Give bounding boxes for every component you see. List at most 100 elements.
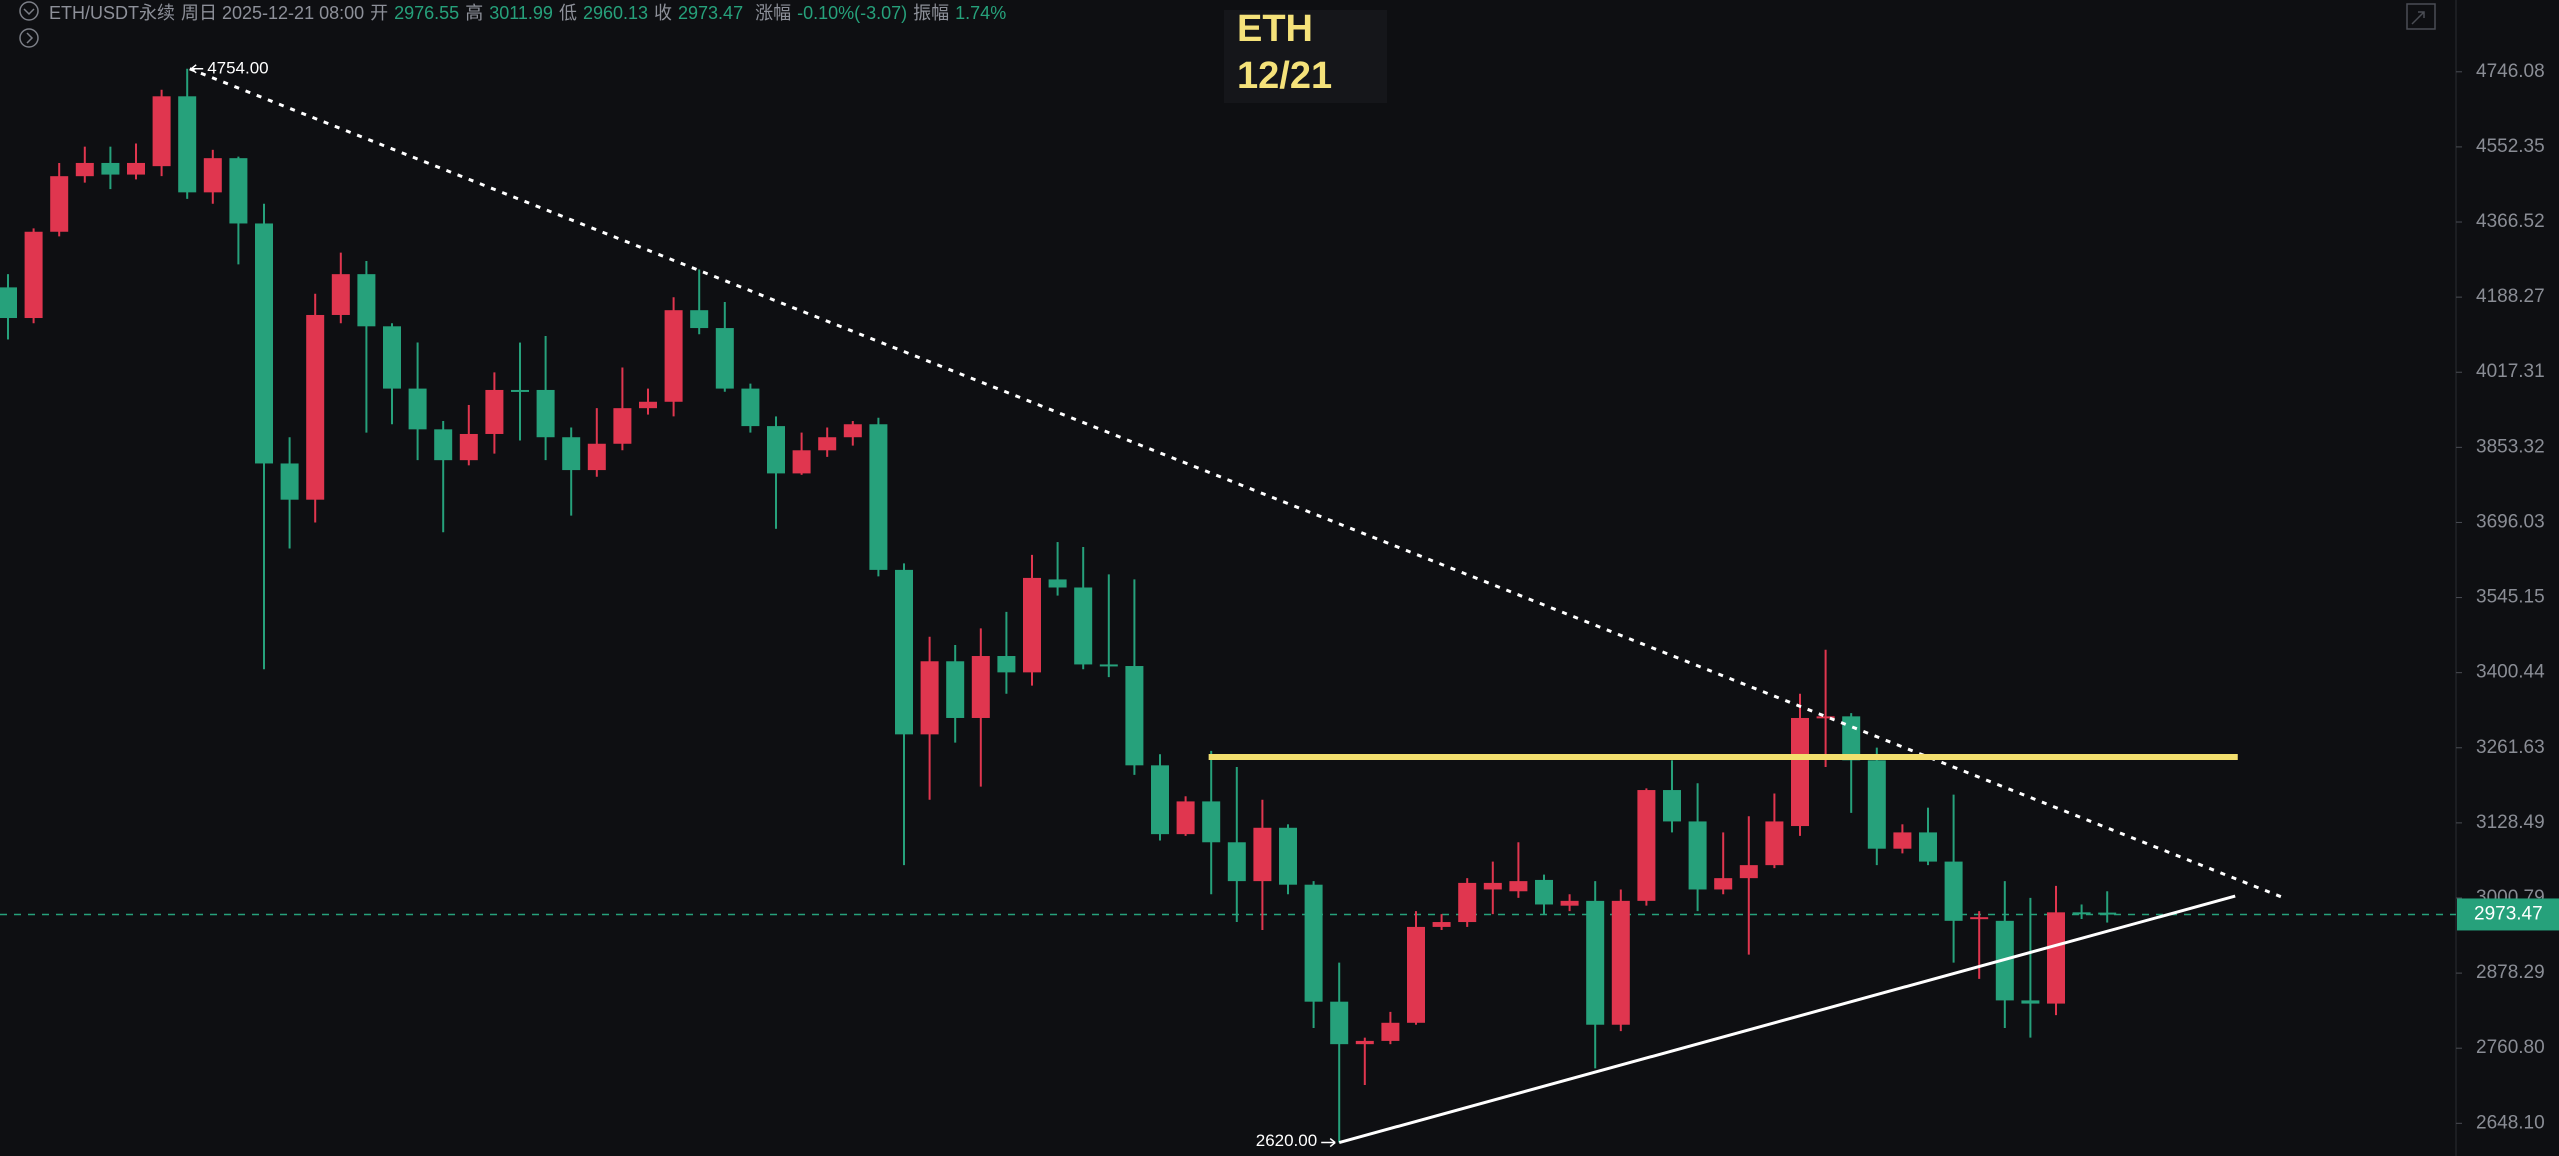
candle-body <box>1355 1040 1374 1045</box>
candle-body <box>1227 842 1246 882</box>
ohlc-label: 高 <box>465 3 484 23</box>
y-tick-label: 3128.49 <box>2476 812 2545 833</box>
overlay-box <box>1224 10 1387 103</box>
overlay-text: 12/21 <box>1237 55 1332 97</box>
amplitude-label: 振幅 <box>913 3 950 23</box>
annotation-arrow <box>190 64 204 74</box>
candle-body <box>1893 832 1912 849</box>
candle-body <box>203 158 222 193</box>
candle-body <box>843 424 862 438</box>
candle-body <box>485 389 504 434</box>
candle-body <box>818 437 837 451</box>
candle-body <box>2098 912 2117 915</box>
candle-body <box>2021 1000 2040 1004</box>
candle-body <box>1535 879 1553 905</box>
trendline <box>1338 894 2236 1144</box>
candle-body <box>255 223 273 464</box>
collapse-icon[interactable] <box>19 1 39 21</box>
candle-body <box>587 443 606 471</box>
candle-body <box>229 158 248 224</box>
candle-body <box>1253 827 1272 882</box>
chevron <box>26 32 34 44</box>
candle-body <box>1919 832 1937 862</box>
candle-body <box>767 426 785 474</box>
y-tick-label: 4746.08 <box>2476 61 2545 82</box>
candle-body <box>1176 801 1195 835</box>
candle-body <box>75 162 94 177</box>
overlay-text: ETH <box>1237 8 1313 50</box>
candle-body <box>1765 821 1784 866</box>
candle-body <box>1944 861 1963 921</box>
candle-body <box>920 661 939 735</box>
ohlc-value: 2960.13 <box>582 3 649 23</box>
candle-body <box>408 388 427 430</box>
y-tick-label: 3261.63 <box>2476 737 2545 758</box>
y-tick-label: 2878.29 <box>2476 962 2545 983</box>
candle-body <box>1816 716 1835 719</box>
candle-body <box>280 463 299 500</box>
change: -0.10%(-3.07) <box>797 3 908 23</box>
expand-icon[interactable] <box>19 28 39 48</box>
candle-body <box>536 389 555 438</box>
candle-body <box>869 424 888 570</box>
ohlc-label: 开 <box>370 3 389 23</box>
candle-body <box>997 656 1016 673</box>
ohlc-label: 低 <box>558 3 577 23</box>
candle-body <box>1637 790 1656 901</box>
chevron <box>23 8 35 16</box>
last-price-label: 2973.47 <box>2474 903 2543 924</box>
candle-body <box>792 450 811 474</box>
y-tick-label: 3400.44 <box>2476 662 2545 683</box>
y-tick-label: 4017.31 <box>2476 361 2545 382</box>
candle-body <box>946 661 965 718</box>
candle-body <box>1407 926 1425 1023</box>
candle-body <box>1509 881 1528 892</box>
ohlc-value: 2973.47 <box>678 3 744 23</box>
candle-body <box>2072 912 2091 915</box>
candle-body <box>715 328 734 389</box>
candle-body <box>1279 827 1297 885</box>
symbol: ETH/USDT永续 <box>49 3 175 23</box>
candle-body <box>0 287 17 319</box>
y-tick-label: 3545.15 <box>2476 587 2545 608</box>
candle-body <box>1688 821 1707 890</box>
y-tick-label: 3696.03 <box>2476 511 2545 532</box>
amplitude: 1.74% <box>955 3 1007 23</box>
candle-body <box>1125 666 1144 766</box>
candle-body <box>1074 587 1093 665</box>
candle-body <box>127 162 145 175</box>
ohlc-label: 收 <box>654 3 673 23</box>
y-tick-label: 4366.52 <box>2476 211 2545 232</box>
y-tick-label: 4188.27 <box>2476 286 2545 307</box>
candle-body <box>1560 900 1579 906</box>
candle-body <box>357 274 376 327</box>
candle-body <box>1739 865 1758 879</box>
last-price-tag <box>2457 898 2559 931</box>
datetime: 周日 2025-12-21 08:00 <box>181 3 365 23</box>
candle-body <box>1483 882 1502 890</box>
ohlc: 开 2976.55 高 3011.99 低 2960.13 收 2973.47 <box>370 3 749 23</box>
y-tick-label: 2760.80 <box>2476 1037 2545 1058</box>
y-tick-label: 4552.35 <box>2476 136 2545 157</box>
layout-icon[interactable] <box>2406 3 2436 30</box>
annotation-label: 2620.00 <box>1256 1131 1317 1150</box>
candle-body <box>152 96 171 167</box>
candle-body <box>1048 579 1067 588</box>
candle-body <box>1202 801 1221 843</box>
candle-body <box>1151 765 1169 835</box>
candle-body <box>741 388 760 427</box>
candle-body <box>1432 922 1451 927</box>
candle-body <box>690 310 709 329</box>
candle-body <box>664 310 683 402</box>
candle-body <box>1970 917 1989 920</box>
annotation-arrow <box>1321 1137 1336 1148</box>
candle-body <box>50 176 69 232</box>
layout-icon-glyph <box>2411 11 2425 25</box>
candle-body <box>1381 1022 1400 1041</box>
ohlc-value: 2976.55 <box>394 3 460 23</box>
ohlc-value: 3011.99 <box>489 3 553 23</box>
candle-body <box>1714 878 1733 890</box>
candle-body <box>434 429 453 461</box>
y-tick-label: 2648.10 <box>2476 1112 2545 1133</box>
